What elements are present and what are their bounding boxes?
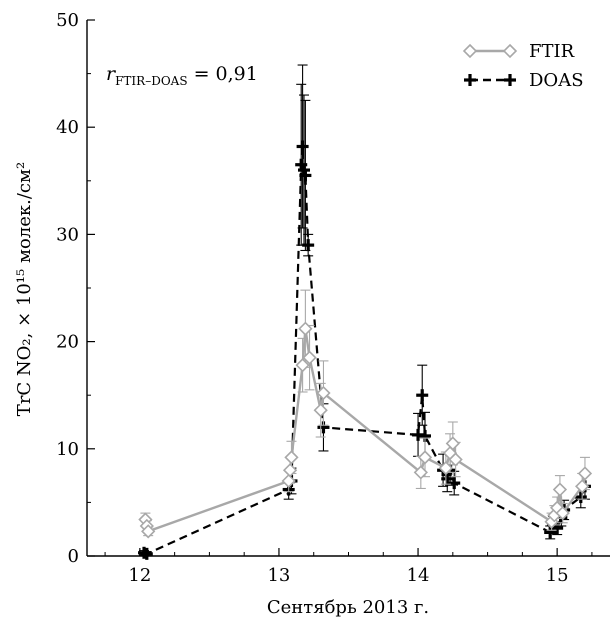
- ftir-point: [141, 524, 156, 539]
- doas-line: [143, 146, 587, 556]
- ftir-point: [284, 450, 299, 465]
- doas-point: [441, 472, 454, 485]
- ftir-point: [281, 473, 296, 489]
- x-tick-label: 13: [267, 565, 290, 586]
- legend-entry-ftir: FTIR: [462, 41, 575, 62]
- doas-point: [140, 547, 153, 560]
- ftir-point: [577, 466, 593, 481]
- y-tick-label: 30: [56, 224, 79, 245]
- ftir-point: [438, 460, 453, 476]
- legend-marker-doas: [464, 74, 476, 86]
- legend-marker-doas: [504, 74, 516, 86]
- ftir-point: [555, 505, 570, 521]
- y-tick-label: 40: [56, 117, 79, 138]
- y-tick-label: 10: [56, 439, 79, 460]
- doas-point: [448, 477, 461, 490]
- ftir-point: [413, 465, 428, 480]
- series-ftir: [138, 289, 593, 539]
- y-tick-label: 50: [56, 10, 79, 31]
- y-tick-label: 20: [56, 332, 79, 353]
- legend-marker-ftir: [502, 43, 518, 59]
- legend: FTIR DOAS: [462, 41, 584, 91]
- ftir-point: [282, 463, 298, 478]
- doas-point: [416, 389, 429, 402]
- correlation-value: = 0,91: [188, 63, 258, 85]
- ftir-point: [295, 358, 310, 373]
- ftir-point: [552, 482, 568, 497]
- doas-point: [544, 526, 557, 539]
- x-tick-label: 15: [546, 565, 569, 586]
- ftir-point: [313, 403, 328, 418]
- axes-layer: 0 10 20 30 40 50 12 13 14 15: [56, 10, 610, 586]
- y-tick-label: 0: [68, 546, 79, 567]
- doas-point: [551, 522, 564, 535]
- ftir-point: [445, 436, 460, 451]
- doas-point: [299, 169, 312, 182]
- legend-marker-ftir: [462, 43, 478, 59]
- correlation-subscript: FTIR–DOAS: [115, 74, 187, 88]
- ftir-point: [575, 479, 590, 494]
- correlation-symbol: r: [106, 63, 117, 85]
- x-tick-label: 12: [128, 565, 151, 586]
- y-axis-label: TrC NO₂, × 10¹⁵ молек./см²: [14, 162, 35, 416]
- series-layer: [138, 64, 593, 560]
- correlation-annotation: rFTIR–DOAS = 0,91: [106, 63, 258, 88]
- x-tick-label: 14: [407, 565, 430, 586]
- legend-label-ftir: FTIR: [529, 41, 575, 62]
- ftir-point: [298, 321, 313, 336]
- doas-point: [574, 491, 587, 504]
- x-axis-label: Сентябрь 2013 г.: [267, 597, 429, 618]
- legend-label-doas: DOAS: [529, 70, 584, 91]
- ftir-point: [302, 350, 317, 365]
- ftir-point: [316, 385, 331, 401]
- ftir-point: [417, 450, 433, 465]
- legend-entry-doas: DOAS: [464, 70, 584, 91]
- doas-point: [296, 140, 309, 153]
- doas-point: [302, 239, 315, 252]
- ftir-point: [448, 452, 463, 467]
